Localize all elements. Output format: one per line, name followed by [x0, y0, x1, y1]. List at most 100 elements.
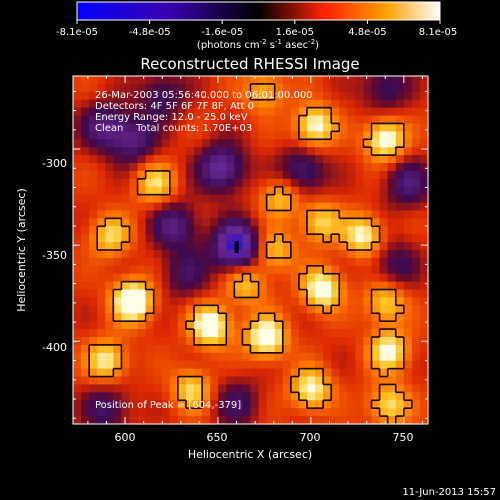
- image-pixel: [371, 123, 381, 132]
- image-pixel: [306, 170, 316, 180]
- image-pixel: [177, 250, 187, 259]
- image-pixel: [298, 186, 308, 196]
- image-pixel: [81, 273, 90, 283]
- image-pixel: [194, 344, 203, 354]
- image-pixel: [202, 76, 211, 85]
- y-tick-label: -400: [42, 341, 67, 354]
- image-pixel: [97, 313, 106, 322]
- image-pixel: [339, 337, 348, 346]
- image-pixel: [210, 131, 219, 140]
- image-pixel: [306, 344, 316, 354]
- image-pixel: [411, 321, 421, 330]
- image-pixel: [339, 218, 348, 227]
- image-pixel: [185, 408, 195, 417]
- image-pixel: [323, 147, 332, 156]
- y-axis-label: Heliocentric Y (arcsec): [15, 188, 28, 312]
- image-pixel: [379, 337, 389, 346]
- image-pixel: [371, 234, 381, 243]
- image-pixel: [210, 242, 219, 251]
- image-pixel: [161, 360, 171, 370]
- image-pixel: [145, 321, 155, 330]
- image-pixel: [395, 202, 405, 212]
- image-pixel: [403, 139, 413, 148]
- image-pixel: [411, 265, 421, 275]
- image-pixel: [266, 76, 276, 85]
- image-pixel: [306, 376, 316, 386]
- image-pixel: [371, 384, 381, 393]
- image-pixel: [306, 83, 316, 93]
- image-pixel: [339, 360, 348, 370]
- image-pixel: [145, 337, 155, 346]
- image-pixel: [169, 202, 179, 212]
- image-pixel: [97, 76, 106, 85]
- image-pixel: [411, 384, 421, 393]
- image-pixel: [97, 384, 106, 393]
- image-pixel: [395, 155, 405, 164]
- image-pixel: [234, 83, 244, 93]
- image-pixel: [266, 226, 276, 235]
- image-pixel: [371, 139, 381, 148]
- image-pixel: [202, 115, 211, 125]
- image-pixel: [282, 376, 292, 386]
- image-pixel: [137, 360, 147, 370]
- image-pixel: [250, 344, 260, 354]
- image-pixel: [419, 123, 429, 132]
- image-pixel: [226, 155, 235, 164]
- image-pixel: [153, 226, 163, 235]
- image-pixel: [169, 360, 179, 370]
- image-pixel: [266, 257, 276, 267]
- image-pixel: [355, 226, 365, 235]
- image-pixel: [419, 368, 429, 378]
- image-pixel: [411, 131, 421, 140]
- image-pixel: [137, 408, 147, 417]
- image-pixel: [145, 226, 155, 235]
- image-pixel: [242, 210, 252, 219]
- image-pixel: [331, 218, 340, 227]
- image-pixel: [89, 250, 98, 259]
- image-pixel: [226, 305, 235, 314]
- image-pixel: [387, 337, 397, 346]
- image-pixel: [169, 147, 179, 156]
- image-pixel: [339, 194, 348, 204]
- image-pixel: [129, 178, 139, 188]
- image-pixel: [282, 218, 292, 227]
- image-pixel: [210, 352, 219, 362]
- image-pixel: [177, 131, 187, 140]
- image-pixel: [266, 376, 276, 386]
- image-pixel: [331, 368, 340, 378]
- image-pixel: [218, 250, 227, 259]
- image-pixel: [274, 329, 284, 338]
- image-pixel: [363, 392, 373, 401]
- image-pixel: [363, 99, 373, 109]
- image-pixel: [177, 313, 187, 322]
- image-pixel: [363, 155, 373, 164]
- image-pixel: [210, 107, 219, 117]
- image-pixel: [226, 408, 235, 417]
- image-pixel: [242, 83, 252, 93]
- image-pixel: [387, 234, 397, 243]
- image-pixel: [73, 352, 82, 362]
- image-pixel: [73, 147, 82, 156]
- image-pixel: [145, 352, 155, 362]
- image-pixel: [194, 242, 203, 251]
- image-pixel: [403, 163, 413, 172]
- image-pixel: [363, 178, 373, 188]
- image-pixel: [226, 123, 235, 132]
- image-pixel: [411, 115, 421, 125]
- image-pixel: [137, 170, 147, 180]
- image-pixel: [298, 76, 308, 85]
- image-pixel: [129, 170, 139, 180]
- image-pixel: [97, 115, 106, 125]
- image-pixel: [202, 186, 211, 196]
- image-pixel: [105, 368, 114, 378]
- image-pixel: [177, 329, 187, 338]
- image-pixel: [395, 313, 405, 322]
- image-pixel: [137, 400, 147, 409]
- image-pixel: [242, 321, 252, 330]
- image-pixel: [290, 226, 300, 235]
- image-pixel: [105, 210, 114, 219]
- image-pixel: [395, 131, 405, 140]
- image-pixel: [274, 352, 284, 362]
- image-pixel: [137, 218, 147, 227]
- image-pixel: [105, 313, 114, 322]
